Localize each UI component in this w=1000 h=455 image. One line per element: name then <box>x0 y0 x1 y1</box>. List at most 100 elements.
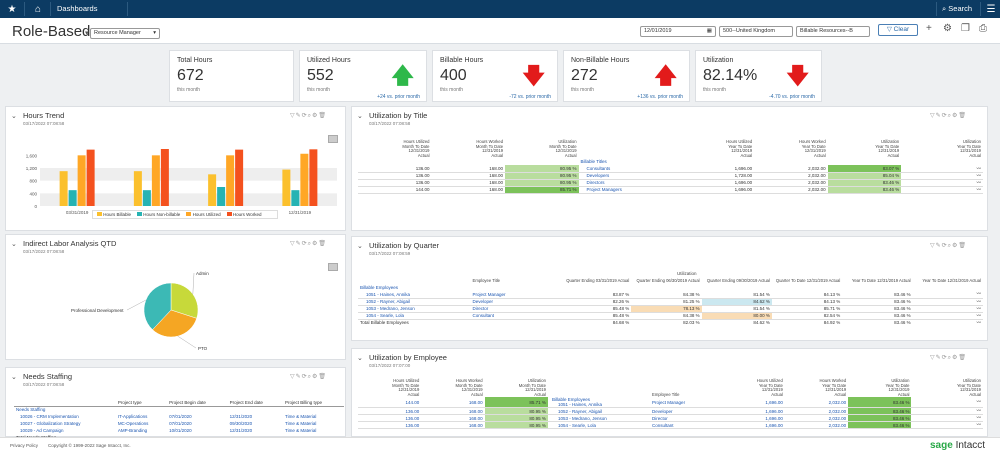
utilization-by-employee-card: ⌄ Utilization by Employee 03/17/2022 07:… <box>351 348 988 437</box>
bar[interactable] <box>86 149 95 206</box>
group-link[interactable]: Needs Staffing <box>16 407 46 413</box>
arrow-down-icon: 🡇 <box>786 63 809 88</box>
kpi-utilized-hours[interactable]: Utilized Hours 552 this month 🡅 +24 vs. … <box>299 50 427 102</box>
card-tools[interactable]: ▽✎⟳⌕⚙🗑 <box>290 241 328 247</box>
search-icon: ⌕ <box>942 4 947 13</box>
bar[interactable] <box>59 171 68 206</box>
star-icon[interactable]: ★ <box>7 3 17 15</box>
table-row[interactable]: 136.00 168.00 80.95 % Directors 1,696.00 2,03… <box>358 179 983 187</box>
search-button[interactable]: ⌕ Search <box>942 4 972 14</box>
table-row[interactable]: 136.00 168.00 80.95 % Developers 1,728.00 2,0… <box>358 172 983 180</box>
bar[interactable] <box>133 171 142 206</box>
table-row[interactable]: 136.00 168.00 80.95 % Consultants 1,696.00 2,… <box>358 165 983 173</box>
chevron-down-icon[interactable]: ⌄ <box>357 243 363 250</box>
table-row[interactable]: 1052 - Rayner, Abigail Developer 82.26 % 81… <box>358 298 983 306</box>
image-icon[interactable] <box>328 263 338 271</box>
copy-icon[interactable]: ❐ <box>961 23 970 34</box>
bar[interactable] <box>291 190 300 206</box>
clear-filter-button[interactable]: ▽ Clear <box>878 24 918 36</box>
divider <box>24 2 25 16</box>
table-row[interactable]: 136.00 168.00 80.95 % 1052 - Rayner, Abigai… <box>358 407 983 416</box>
bar[interactable] <box>151 155 160 206</box>
card-tools[interactable]: ▽✎⟳⌕⚙🗑 <box>930 113 968 119</box>
card-tools[interactable]: ▽✎⟳⌕⚙🗑 <box>290 113 328 119</box>
print-icon[interactable]: ⎙ <box>979 23 987 34</box>
top-nav-bar: ★ ⌂ Dashboards ⌕ Search ☰ <box>0 0 1000 18</box>
group-link[interactable]: Billable Employees <box>360 285 399 290</box>
chevron-down-icon[interactable]: ⌄ <box>11 241 17 248</box>
pie-slice[interactable] <box>152 309 197 338</box>
bar[interactable] <box>142 190 151 206</box>
card-tools[interactable]: ▽✎⟳⌕⚙🗑 <box>930 243 968 249</box>
chevron-down-icon[interactable]: ⌄ <box>11 113 17 120</box>
table-row[interactable]: 144.00 168.00 85.71 % Billable Employees 105… <box>358 397 983 409</box>
legend-billable[interactable]: Hours Billable <box>97 212 131 217</box>
legend-worked[interactable]: Hours Worked <box>226 212 262 217</box>
table-row[interactable]: 1053 - Medrano, Jenson Director 85.48 % 78.… <box>358 305 983 313</box>
bar[interactable] <box>208 174 217 206</box>
kpi-total-hours[interactable]: Total Hours 672 this month <box>169 50 294 102</box>
utilization-quarter-table: Employee Title Quarter Ending 03/31/2019… <box>358 278 983 326</box>
location-select[interactable]: 500--United Kingdom <box>719 26 793 37</box>
legend-utilized[interactable]: Hours Utilized <box>186 212 221 217</box>
title-dropdown-icon[interactable]: ▾ <box>85 30 89 37</box>
sparkline: 〰 <box>911 414 983 423</box>
resource-filter-select[interactable]: Billable Resources--B <box>796 26 870 37</box>
table-row[interactable]: 136.00 168.00 80.95 % 1053 - Medrano, Jenso… <box>358 414 983 423</box>
gear-icon[interactable]: ⚙ <box>943 23 952 34</box>
hours-trend-card: ⌄ Hours Trend 03/17/2022 07:08:58 ▽✎⟳⌕⚙🗑… <box>5 106 346 231</box>
image-icon[interactable] <box>328 135 338 143</box>
card-date: 03/17/2022 07:08:58 <box>23 249 65 254</box>
bar[interactable] <box>77 155 86 206</box>
bar[interactable] <box>282 169 291 206</box>
table-row[interactable]: 1054 - Searle, Lola Consultant 85.48 % 84.3… <box>358 312 983 320</box>
pie-slice[interactable] <box>143 282 172 331</box>
group-link[interactable]: Billable Titles <box>580 159 607 165</box>
group-link[interactable]: Billable Employees <box>551 397 590 403</box>
arrow-up-icon: 🡅 <box>654 63 677 88</box>
card-title: Indirect Labor Analysis QTD <box>23 239 117 248</box>
bar[interactable] <box>235 149 244 206</box>
indirect-labor-pie: Admin PTO Professional Development <box>71 271 209 351</box>
y-tick-label: 1,200 <box>26 166 38 171</box>
table-row[interactable]: 1051 - Haines, Annika Project Manager 83.8… <box>358 291 983 299</box>
legend-nonbillable[interactable]: Hours Non-billable <box>137 212 180 217</box>
kpi-utilization[interactable]: Utilization 82.14% this month 🡇 -4.70 vs… <box>695 50 822 102</box>
page-header: Role-Based ▾ Resource Manager ▾ 12/01/20… <box>0 18 1000 44</box>
kpi-delta: +136 vs. prior month <box>637 94 683 100</box>
table-row[interactable]: 136.00 168.00 80.95 % 1054 - Searle, Lola Co… <box>358 421 983 430</box>
table-row[interactable]: 10027 - Globalization Strategy MC-Operati… <box>20 421 317 426</box>
role-select[interactable]: Resource Manager ▾ <box>90 28 160 39</box>
home-icon[interactable]: ⌂ <box>34 3 42 15</box>
utilization-title-table: Hours Utilized Month To Date 12/31/2019 Act… <box>358 139 983 194</box>
table-row[interactable]: 10026 - CRM Implementation IT-Application… <box>20 414 317 419</box>
card-date: 03/17/2022 07:08:58 <box>369 121 411 126</box>
hamburger-menu-icon[interactable]: ☰ <box>986 3 996 15</box>
dashboards-menu[interactable]: Dashboards <box>57 4 98 13</box>
table-row[interactable]: 10029 - Ad Campaign AMP-Branding 10/01/202… <box>20 428 317 433</box>
chevron-down-icon[interactable]: ⌄ <box>357 355 363 362</box>
bar[interactable] <box>300 153 309 206</box>
date-input[interactable]: 12/01/2019 ▦ <box>640 26 716 37</box>
filter-icon: ▽ <box>886 26 892 33</box>
kpi-billable-hours[interactable]: Billable Hours 400 this month 🡇 -72 vs. … <box>432 50 558 102</box>
pie-leader-line <box>177 335 197 349</box>
kpi-non-billable-hours[interactable]: Non-Billable Hours 272 this month 🡅 +136… <box>563 50 690 102</box>
bar[interactable] <box>68 190 77 206</box>
card-tools[interactable]: ▽✎⟳⌕⚙🗑 <box>290 374 328 380</box>
bar[interactable] <box>160 149 169 206</box>
chevron-down-icon[interactable]: ⌄ <box>11 374 17 381</box>
y-tick-label: 800 <box>29 179 37 184</box>
add-icon[interactable]: + <box>926 23 932 34</box>
chevron-down-icon[interactable]: ⌄ <box>357 113 363 120</box>
kpi-label: Utilization <box>703 57 734 64</box>
bar[interactable] <box>309 149 318 206</box>
y-tick-label: 400 <box>29 191 37 196</box>
bar[interactable] <box>217 187 226 206</box>
privacy-link[interactable]: Privacy Policy <box>10 443 39 448</box>
pie-slice-label: Admin <box>196 271 209 276</box>
bar[interactable] <box>226 155 235 206</box>
card-tools[interactable]: ▽✎⟳⌕⚙🗑 <box>930 355 968 361</box>
table-row[interactable]: 144.00 168.00 85.71 % Project Managers 1,696… <box>358 186 983 194</box>
search-label: Search <box>948 4 973 13</box>
